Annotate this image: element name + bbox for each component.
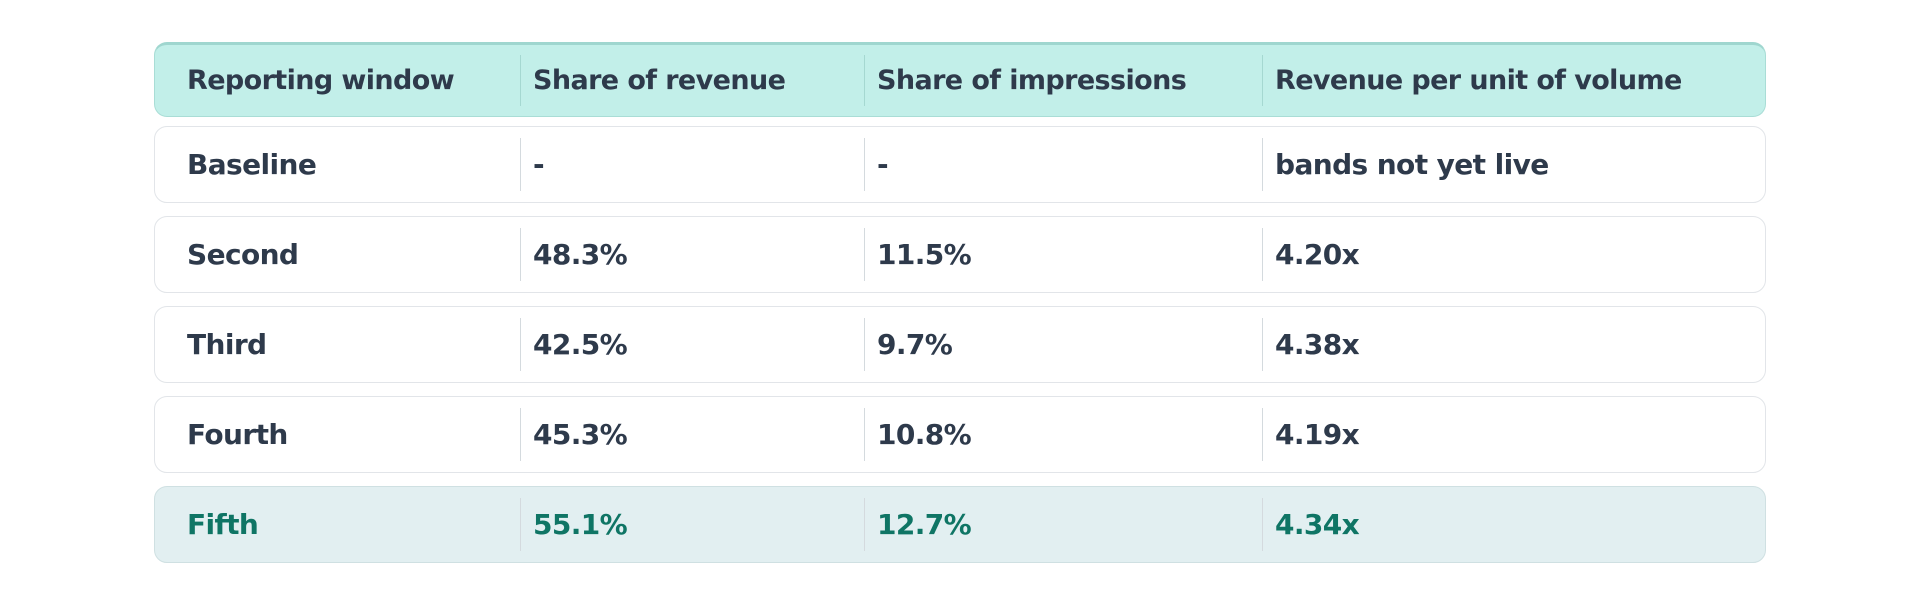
table-row-cell: 4.34x <box>1262 498 1765 551</box>
header-row-cell: Share of impressions <box>864 55 1262 106</box>
table-row-cell: bands not yet live <box>1262 138 1765 191</box>
table-row-cell: Fifth <box>187 508 259 541</box>
table-row-cell: 48.3% <box>520 228 864 281</box>
table-row: Fourth 45.3% 10.8% 4.19x <box>154 396 1766 473</box>
header-row-cell: Revenue per unit of volume <box>1262 55 1765 106</box>
table-row-cell: 45.3% <box>520 408 864 461</box>
table-row-cell: - <box>520 138 864 191</box>
table-row-cell: 4.19x <box>1262 408 1765 461</box>
table-row-cell: 42.5% <box>520 318 864 371</box>
table-row-cell: 4.38x <box>1262 318 1765 371</box>
table-row-cell: 12.7% <box>864 498 1262 551</box>
table-row-cell: 9.7% <box>864 318 1262 371</box>
table-row-cell: Fourth <box>187 418 288 451</box>
table-row-cell: Third <box>187 328 267 361</box>
table-row: Second 48.3% 11.5% 4.20x <box>154 216 1766 293</box>
table-row-cell: 11.5% <box>864 228 1262 281</box>
header-row: Reporting window Share of revenue Share of… <box>154 42 1766 117</box>
table-row-cell: - <box>864 138 1262 191</box>
table-row: Baseline - - bands not yet live <box>154 126 1766 203</box>
table-row-cell: 4.20x <box>1262 228 1765 281</box>
table-row-cell: Baseline <box>187 148 317 181</box>
header-row-cell: Share of revenue <box>520 55 864 106</box>
table-row: Third 42.5% 9.7% 4.38x <box>154 306 1766 383</box>
table-row: Fifth 55.1% 12.7% 4.34x <box>154 486 1766 563</box>
header-row-cell: Reporting window <box>187 65 455 96</box>
table-row-cell: 10.8% <box>864 408 1262 461</box>
table-row-cell: Second <box>187 238 299 271</box>
table-row-cell: 55.1% <box>520 498 864 551</box>
table: Reporting window Share of revenue Share of… <box>154 42 1766 576</box>
